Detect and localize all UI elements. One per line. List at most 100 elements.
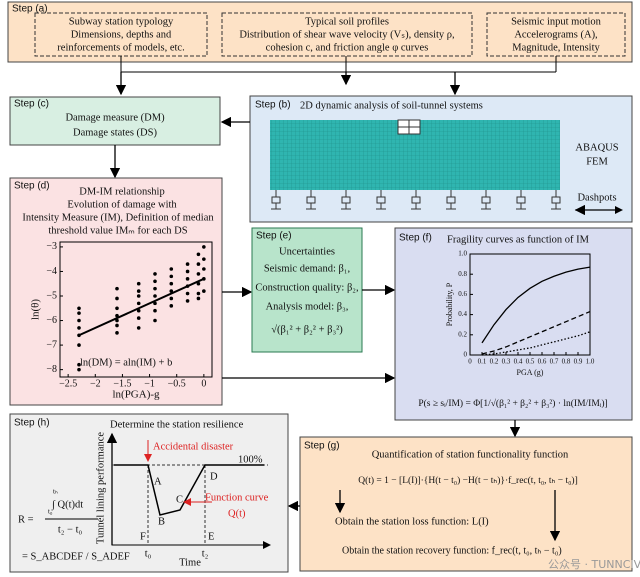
data-point [115,323,119,328]
shape [398,120,420,134]
label: t₀ [48,508,53,516]
y-tick-label: −7 [46,339,57,350]
label: Accidental disaster [153,441,234,452]
data-point [185,262,190,266]
input-text: Accelerograms (A), [514,29,597,40]
x-tick-label: 0.9 [574,358,583,366]
y-tick-label: 0.6 [458,290,467,298]
label: Step (e) [256,231,292,242]
data-point [77,367,81,372]
label: Uncertainties [279,246,335,257]
x-tick-label: 0.4 [514,358,523,366]
y-tick-label: −3 [46,241,57,252]
label: Q(t) = 1 − [L(I)]·{H(t − t₀) −H(t − tₕ)}… [358,475,578,486]
x-tick-label: 0.6 [538,358,547,366]
data-point [77,326,81,330]
label: Damage states (DS) [73,127,157,138]
label: Fragility curves as function of IM [447,234,590,245]
dashpot [341,190,351,210]
data-point [169,304,174,308]
data-point [153,301,157,306]
label: Analysis model: β₃, [266,301,349,312]
data-point [169,296,174,301]
data-point [115,306,119,311]
dashpot [376,190,386,210]
data-point [153,318,157,323]
data-point [77,318,81,323]
shape [251,227,363,353]
data-point [136,281,141,286]
data-point [115,318,119,323]
data-point [136,289,141,293]
x-tick-label: −2.5 [59,378,77,389]
label: tₕ [53,488,58,496]
y-tick-label: 0.4 [458,310,467,318]
input-text: Dimensions, depths and [71,29,172,40]
data-point [185,299,190,303]
label: Tunnel lining performance [95,432,106,545]
y-tick-label: 1.0 [458,250,467,258]
y-tick-label: 0 [464,351,468,359]
data-point [136,316,141,320]
shape: −2.5 −2 −1.5 −1 −0.5 0 −3 −4 −5 −6 −7 −8 ln(PGA)-g ln… [30,241,213,401]
dashpot [306,190,316,210]
shape [394,227,633,421]
label: Step (h) [14,418,50,429]
y-tick-label: −6 [46,315,57,326]
y-axis-label: Probability, P [445,282,454,326]
label: Seismic demand: β₁, [264,263,350,274]
fragility-curve [481,331,591,356]
data-point [196,262,201,266]
label: Time [179,557,201,568]
label: Quantification of station functionality … [372,449,569,460]
input-text: Subway station typology [69,16,174,27]
data-point [202,257,206,261]
input-text: Distribution of shear wave velocity (Vₛ)… [239,29,454,40]
data-point [136,308,141,313]
label: Function curve [205,492,269,503]
label: Dashpots [577,192,616,203]
fit-line [78,277,205,337]
data-point [77,306,81,311]
x-axis-label: ln(PGA)-g [112,389,160,401]
dashpot [481,190,491,210]
dashpot [516,190,526,210]
x-tick-label: −1 [144,378,155,389]
input-text: Seismic input motion [511,16,602,27]
x-tick-label: −1.5 [113,378,131,389]
label: Step (c) [14,99,49,110]
data-point [196,252,201,257]
label: ABAQUS [575,142,618,153]
label: A [154,476,162,487]
x-tick-label: 0.5 [526,358,535,366]
label: Obtain the station recovery function: f_… [342,545,562,556]
data-point [202,245,206,249]
shape [271,190,561,210]
data-point [153,294,157,298]
data-point [185,269,190,274]
y-tick-label: −8 [46,364,57,375]
x-tick-label: 0.2 [490,358,499,366]
label: Damage measure (DM) [65,112,165,123]
label: Step (a) [12,4,48,15]
y-axis-label: ln(θ) [30,299,42,320]
x-tick-label: 1.0 [586,358,595,366]
dashpot [411,190,421,210]
shape [147,465,206,545]
input-text: Typical soil profiles [305,16,389,27]
shape: Subway station typology Dimensions, depth… [57,16,601,53]
label: P(s ≥ sᵢ/IM) = Φ[1/√(β₁² + β₂² + β₃²) · … [418,398,607,409]
data-point [169,289,174,293]
label: t₂ [202,548,209,559]
data-point [185,277,190,281]
data-point [196,272,201,276]
equation: ln(DM) = aln(IM) + b [80,357,172,368]
label: Obtain the station loss function: L(I) [335,516,489,527]
data-point [153,286,157,291]
plot-frame [59,241,213,378]
label: FEM [586,156,608,167]
x-tick-label: 0.8 [562,358,571,366]
input-text: cohesion c, and friction angle φ curves [266,42,429,53]
x-tick-label: 0 [468,358,472,366]
label: Step (d) [14,181,50,192]
